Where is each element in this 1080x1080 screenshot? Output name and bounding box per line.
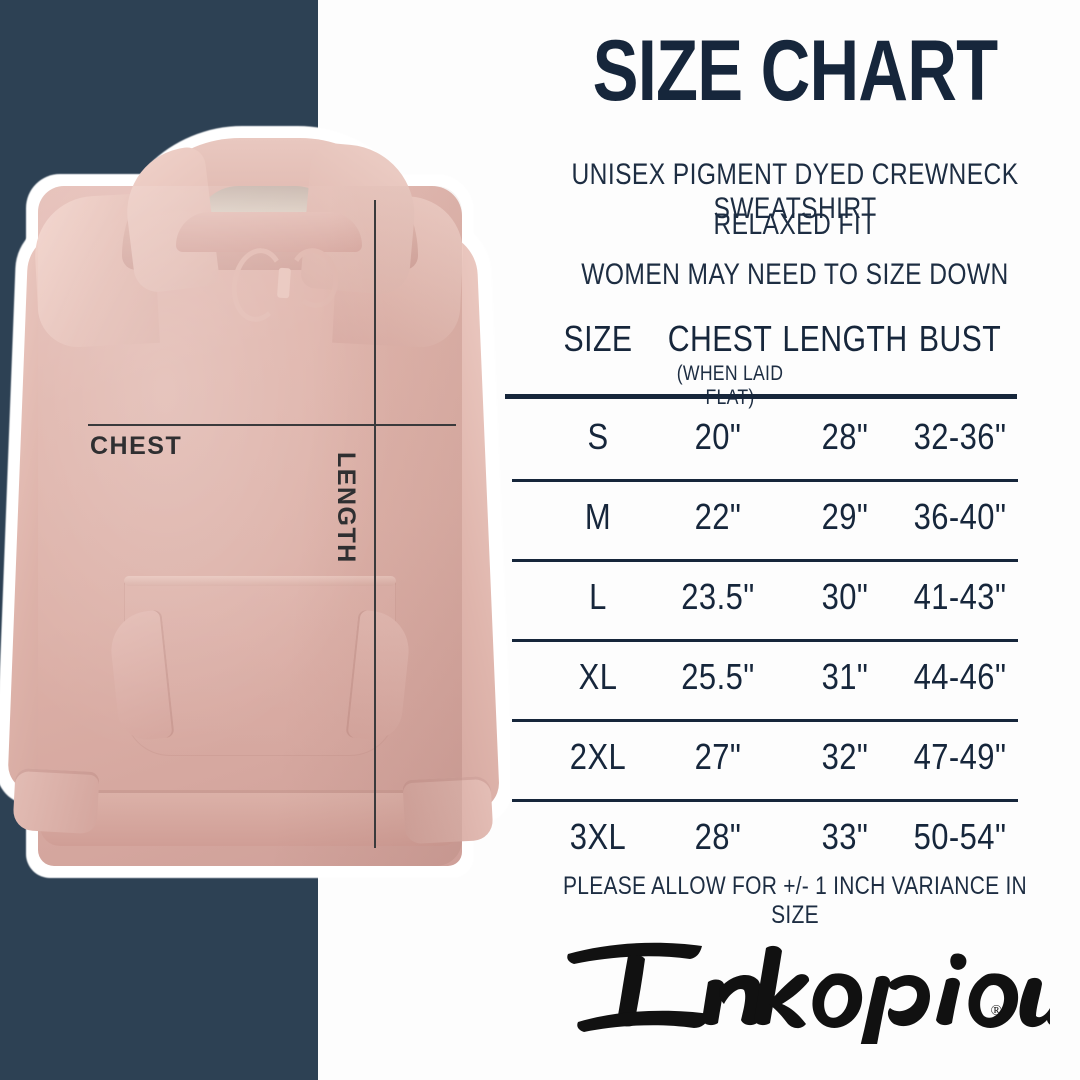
cell-size: XL [578, 656, 618, 697]
table-header-rule [505, 394, 1017, 399]
chest-measure-line [88, 424, 456, 426]
neck-band [176, 212, 362, 252]
row-divider [512, 639, 1018, 642]
cell-bust: 50-54" [913, 816, 1007, 857]
bottom-hem-ribbing [40, 790, 460, 846]
cell-size: 2XL [569, 736, 627, 777]
column-header-size: SIZE [563, 318, 633, 359]
row-divider [512, 479, 1018, 482]
cell-size: 3XL [569, 816, 627, 857]
table-row: 2XL 27" 32" 47-49" [510, 722, 1080, 802]
cell-length: 30" [821, 576, 869, 617]
size-table: SIZE CHEST LENGTH BUST (WHEN LAID FLAT) … [505, 318, 1080, 857]
table-row: L 23.5" 30" 41-43" [510, 562, 1080, 642]
table-header-row: SIZE CHEST LENGTH BUST (WHEN LAID FLAT) [505, 318, 1080, 409]
cell-chest: 28" [694, 816, 742, 857]
cell-length: 28" [821, 416, 869, 457]
left-cuff [12, 767, 100, 835]
cell-bust: 32-36" [913, 416, 1007, 457]
sweatshirt-photo [0, 0, 510, 1080]
cell-size: L [589, 576, 607, 617]
cell-bust: 36-40" [913, 496, 1007, 537]
table-row: 3XL 28" 33" 50-54" [510, 802, 1080, 882]
registered-trademark: ® [990, 1003, 1002, 1019]
cell-length: 31" [821, 656, 869, 697]
subtitle-sizing-tip: WOMEN MAY NEED TO SIZE DOWN [581, 258, 1009, 291]
cell-bust: 41-43" [913, 576, 1007, 617]
subtitle-fit: RELAXED FIT [713, 208, 877, 241]
row-divider [512, 719, 1018, 722]
cell-bust: 47-49" [913, 736, 1007, 777]
pocket-top-seam [124, 576, 396, 586]
length-measure-line [374, 200, 376, 848]
cell-chest: 25.5" [681, 656, 755, 697]
cell-length: 32" [821, 736, 869, 777]
cell-chest: 27" [694, 736, 742, 777]
cell-bust: 44-46" [913, 656, 1007, 697]
cell-size: M [584, 496, 612, 537]
column-header-bust: BUST [918, 318, 1002, 359]
drawstring-aglet [276, 267, 292, 299]
cell-chest: 23.5" [681, 576, 755, 617]
variance-note: PLEASE ALLOW FOR +/- 1 INCH VARIANCE IN … [563, 872, 1027, 929]
table-row: S 20" 28" 32-36" [510, 402, 1080, 482]
right-cuff [402, 775, 494, 845]
subtitle-product: UNISEX PIGMENT DYED CREWNECK SWEATSHIRT [571, 158, 1019, 225]
row-divider [512, 799, 1018, 802]
brand-logo: ® [550, 924, 1050, 1044]
length-measure-label: LENGTH [332, 452, 360, 564]
table-row: M 22" 29" 36-40" [510, 482, 1080, 562]
page-title: SIZE CHART [592, 23, 999, 119]
table-body: S 20" 28" 32-36" M 22" 29" 36-40" L 23.5… [510, 402, 1080, 882]
chart-content-panel: SIZE CHART UNISEX PIGMENT DYED CREWNECK … [505, 0, 1080, 1080]
column-header-chest: CHEST [667, 318, 773, 359]
row-divider [512, 559, 1018, 562]
cell-length: 29" [821, 496, 869, 537]
product-photo-panel: CHEST LENGTH [0, 0, 510, 1080]
table-row: XL 25.5" 31" 44-46" [510, 642, 1080, 722]
chest-measure-label: CHEST [90, 432, 183, 460]
cell-size: S [587, 416, 609, 457]
column-header-length: LENGTH [782, 318, 908, 359]
cell-chest: 20" [694, 416, 742, 457]
cell-chest: 22" [694, 496, 742, 537]
cell-length: 33" [821, 816, 869, 857]
